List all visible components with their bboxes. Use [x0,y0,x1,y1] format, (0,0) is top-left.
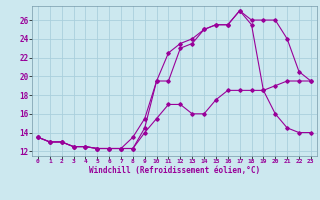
X-axis label: Windchill (Refroidissement éolien,°C): Windchill (Refroidissement éolien,°C) [89,166,260,175]
